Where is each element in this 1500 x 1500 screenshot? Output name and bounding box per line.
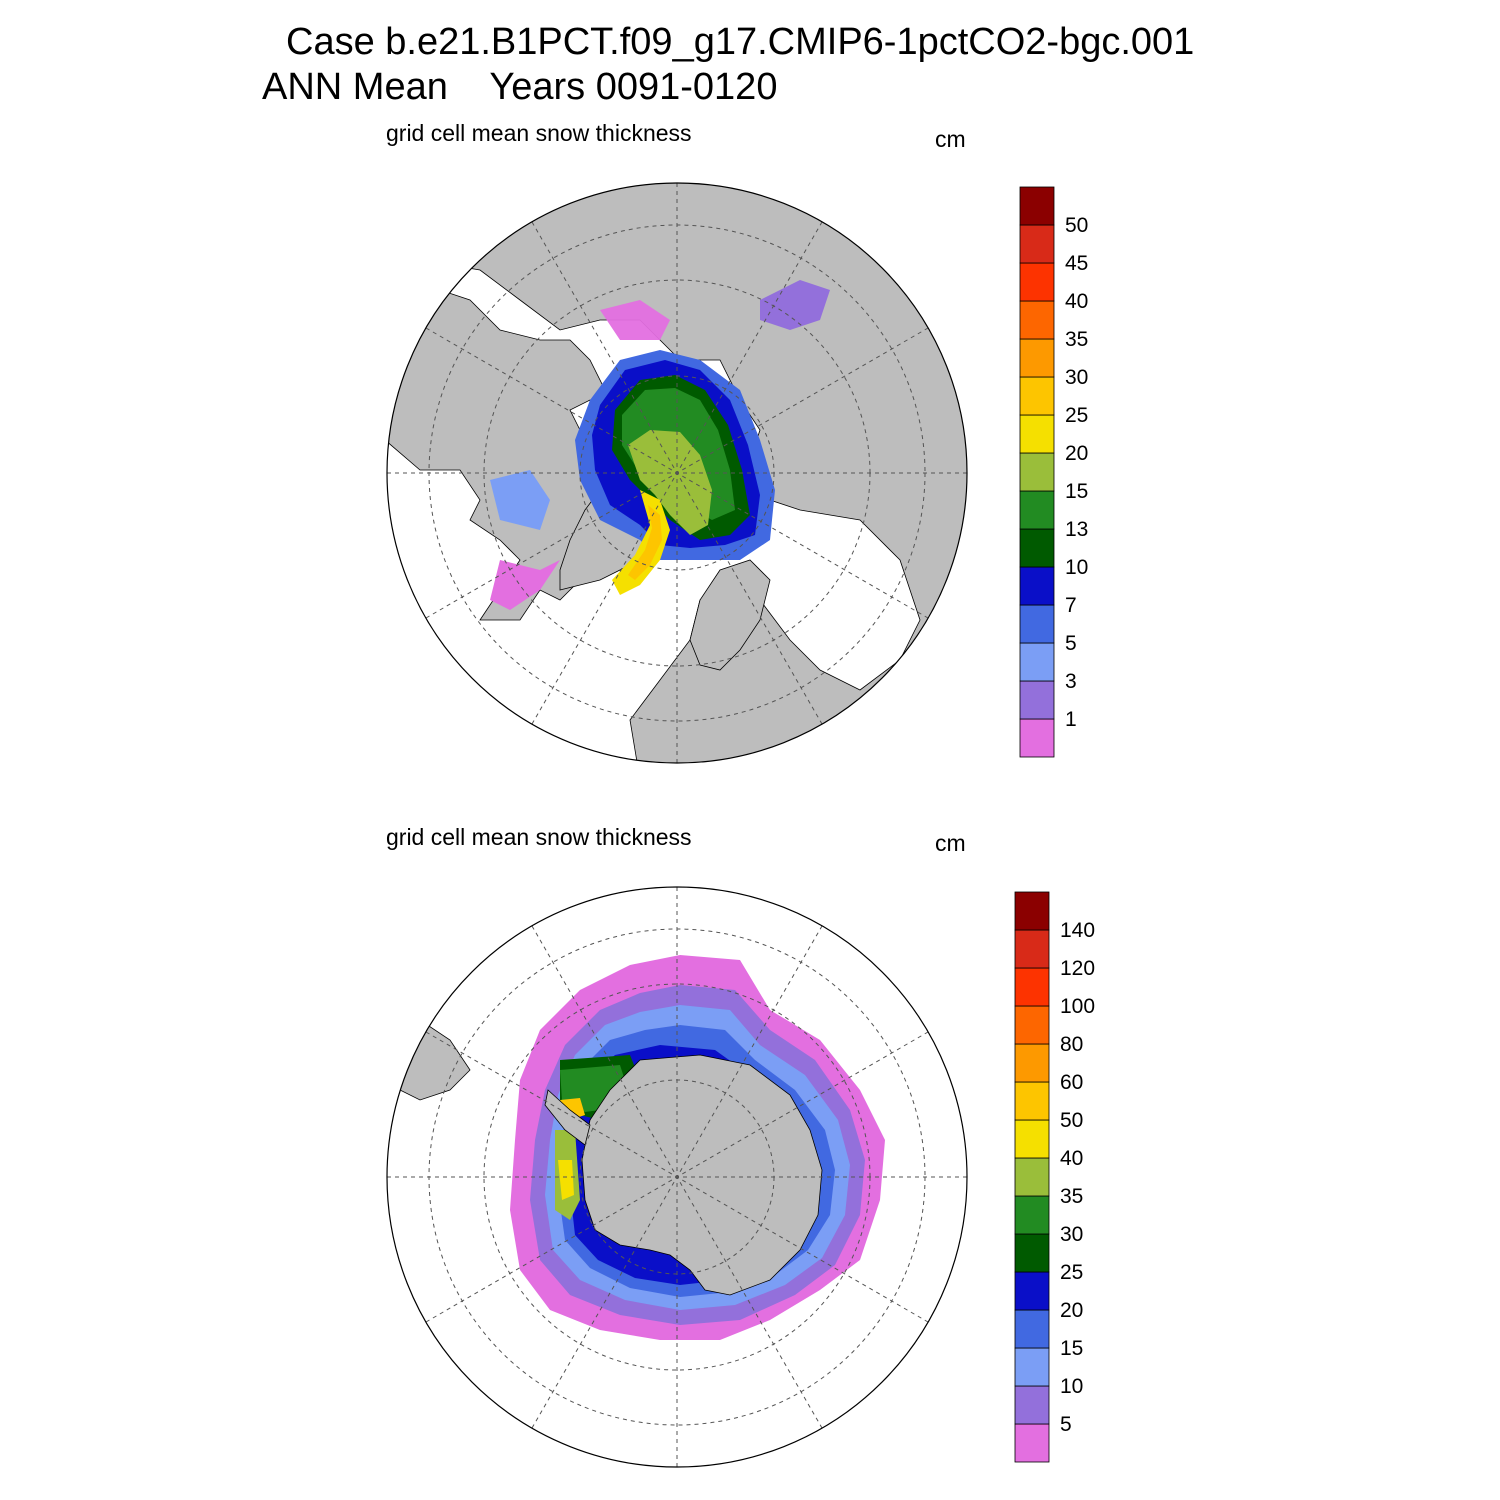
north-colorbar-box [1019,566,1055,606]
south-colorbar-box [1014,1043,1050,1083]
north-colorbar-box [1019,604,1055,644]
north-colorbar-box [1019,186,1055,226]
south-colorbar-tick-label: 20 [1060,1299,1083,1322]
north-land-eurasia [387,183,967,763]
south-colorbar-box [1014,1385,1050,1425]
north-snow-band-1 [600,300,670,340]
south-colorbar-box [1014,1271,1050,1311]
south-units-label: cm [935,830,966,856]
south-colorbar-tick-label: 25 [1060,1261,1083,1284]
north-snow-band-2 [760,280,830,330]
south-colorbar: 5 10 15 20 25 30 35 40 50 60 80 100 120 140 [1014,891,1095,1463]
figure-title-case: Case b.e21.B1PCT.f09_g17.CMIP6-1pctCO2-b… [286,21,1195,63]
south-colorbar-box [1014,891,1050,931]
north-colorbar-box [1019,414,1055,454]
south-snow-band-9b [558,1160,574,1200]
north-colorbar-tick-label: 13 [1065,518,1088,541]
south-colorbar-tick-label: 60 [1060,1071,1083,1094]
north-colorbar-box [1019,338,1055,378]
south-colorbar-box [1014,1347,1050,1387]
south-colorbar-box [1014,1423,1050,1463]
north-colorbar-tick-label: 5 [1065,632,1077,655]
south-colorbar-box [1014,1081,1050,1121]
north-colorbar-tick-label: 20 [1065,442,1088,465]
north-colorbar-tick-label: 7 [1065,594,1077,617]
south-colorbar-box [1014,1195,1050,1235]
north-colorbar-box [1019,680,1055,720]
north-colorbar-box [1019,528,1055,568]
south-colorbar-tick-label: 100 [1060,995,1095,1018]
north-colorbar-tick-label: 25 [1065,404,1088,427]
north-colorbar-tick-label: 1 [1065,708,1077,731]
south-colorbar-box [1014,1309,1050,1349]
north-snow-band-10 [628,505,662,580]
north-colorbar-tick-label: 45 [1065,252,1088,275]
north-panel-label: grid cell mean snow thickness [386,120,692,146]
north-colorbar-tick-label: 35 [1065,328,1088,351]
north-colorbar-box [1019,300,1055,340]
south-colorbar-tick-label: 35 [1060,1185,1083,1208]
north-colorbar-box [1019,452,1055,492]
north-colorbar-box [1019,262,1055,302]
south-colorbar-tick-label: 10 [1060,1375,1083,1398]
south-colorbar-tick-label: 120 [1060,957,1095,980]
south-colorbar-tick-label: 140 [1060,919,1095,942]
south-colorbar-tick-label: 50 [1060,1109,1083,1132]
north-colorbar-box [1019,490,1055,530]
north-colorbar-tick-label: 3 [1065,670,1077,693]
north-colorbar-box [1019,718,1055,758]
north-colorbar-box [1019,224,1055,264]
north-snow-band-1b [490,560,560,610]
south-colorbar-tick-label: 40 [1060,1147,1083,1170]
north-units-label: cm [935,126,966,152]
north-colorbar-tick-label: 15 [1065,480,1088,503]
south-colorbar-tick-label: 80 [1060,1033,1083,1056]
south-colorbar-box [1014,1233,1050,1273]
south-colorbar-box [1014,967,1050,1007]
north-graticule [387,183,967,763]
north-colorbar-tick-label: 30 [1065,366,1088,389]
south-polar-map [386,886,968,1468]
south-colorbar-box [1014,1005,1050,1045]
south-snow-band-9 [560,1098,585,1120]
south-colorbar-box [1014,929,1050,969]
figure-title-period: ANN Mean Years 0091-0120 [262,66,778,108]
north-colorbar-tick-label: 10 [1065,556,1088,579]
north-snow-band-3 [490,470,550,530]
south-panel-label: grid cell mean snow thickness [386,824,692,850]
south-colorbar-box [1014,1157,1050,1197]
antarctica-land [581,1054,823,1296]
north-colorbar-box [1019,642,1055,682]
scandinavia [689,559,771,671]
south-colorbar-tick-label: 15 [1060,1337,1083,1360]
south-graticule [387,887,967,1467]
north-colorbar-tick-label: 50 [1065,214,1088,237]
north-polar-map [386,182,968,764]
north-colorbar-tick-label: 40 [1065,290,1088,313]
south-colorbar-box [1014,1119,1050,1159]
south-colorbar-tick-label: 30 [1060,1223,1083,1246]
north-colorbar-box [1019,376,1055,416]
south-colorbar-tick-label: 5 [1060,1413,1072,1436]
